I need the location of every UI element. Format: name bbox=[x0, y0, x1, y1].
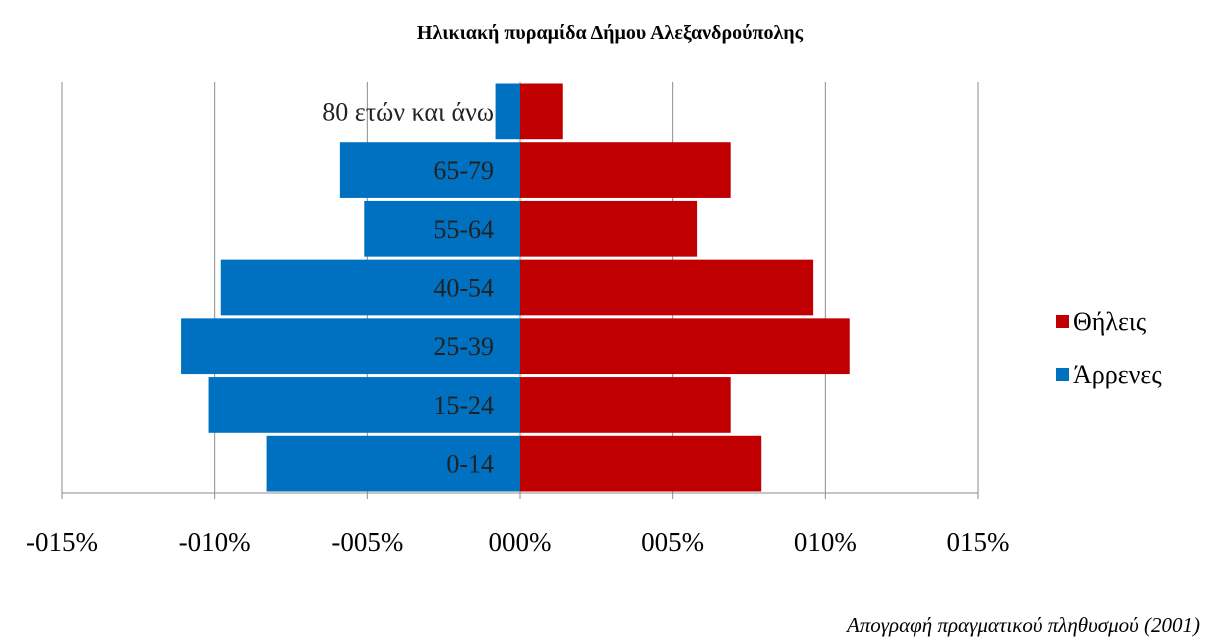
legend-swatch-1 bbox=[1056, 368, 1069, 381]
x-tick-label-0: -015% bbox=[26, 527, 98, 557]
source-note: Απογραφή πραγματικού πληθυσμού (2001) bbox=[845, 613, 1200, 637]
bar-male-1 bbox=[208, 377, 520, 433]
category-label-1: 15-24 bbox=[433, 391, 494, 420]
bar-male-2 bbox=[181, 318, 520, 375]
category-label-3: 40-54 bbox=[433, 274, 494, 303]
bar-male-5 bbox=[339, 142, 520, 198]
x-tick-label-3: 000% bbox=[489, 527, 552, 557]
legend: Θήλεις Άρρενες bbox=[1056, 307, 1162, 389]
bar-male-0 bbox=[266, 435, 520, 492]
category-label-2: 25-39 bbox=[433, 332, 494, 361]
x-tick-label-4: 005% bbox=[641, 527, 704, 557]
chart-title: Ηλικιακή πυραμίδα Δήμου Αλεξανδρούπολης bbox=[417, 22, 804, 44]
bar-female-4 bbox=[520, 200, 698, 257]
bar-female-1 bbox=[520, 377, 731, 433]
bar-male-6 bbox=[495, 83, 520, 140]
bars bbox=[181, 83, 850, 492]
x-tick-label-1: -010% bbox=[179, 527, 251, 557]
legend-label-0: Θήλεις bbox=[1073, 307, 1147, 336]
x-tick-label-5: 010% bbox=[794, 527, 857, 557]
category-label-4: 55-64 bbox=[433, 215, 494, 244]
legend-swatch-0 bbox=[1056, 315, 1069, 328]
x-tick-label-6: 015% bbox=[947, 527, 1010, 557]
legend-label-1: Άρρενες bbox=[1073, 360, 1162, 389]
bar-female-6 bbox=[520, 83, 563, 140]
x-tick-label-2: -005% bbox=[331, 527, 403, 557]
category-label-5: 65-79 bbox=[433, 156, 494, 185]
bar-male-4 bbox=[364, 200, 520, 257]
category-labels: 0-14 15-24 25-39 40-54 55-64 65-79 80 ετών και… bbox=[322, 97, 494, 478]
x-axis: -015% -010% -005% 000% 005% 010% 015% bbox=[26, 492, 1010, 557]
bar-female-5 bbox=[520, 142, 731, 198]
bar-female-3 bbox=[520, 259, 814, 316]
category-label-0: 0-14 bbox=[446, 450, 494, 479]
category-label-6: 80 ετών και άνω bbox=[322, 97, 494, 126]
bar-female-0 bbox=[520, 435, 762, 492]
bar-male-3 bbox=[220, 259, 521, 316]
bar-female-2 bbox=[520, 318, 850, 375]
